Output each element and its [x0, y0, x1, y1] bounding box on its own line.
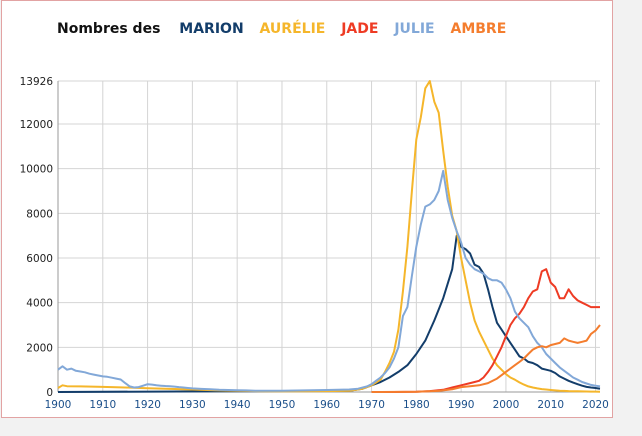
- x-tick-label: 1920: [134, 399, 161, 411]
- series-line-julie: [57, 169, 601, 392]
- chart-axes: [57, 81, 600, 393]
- x-tick-label: 1940: [224, 399, 251, 411]
- x-tick-label: 1990: [448, 399, 475, 411]
- tick-labels: 0 2000 4000 6000 8000 10000 12000 13926 1900 1910…: [20, 76, 609, 411]
- y-tick-label: 6000: [26, 253, 53, 265]
- y-tick-label: 0: [46, 387, 53, 399]
- x-tick-label: 1900: [45, 399, 72, 411]
- y-tick-label: 2000: [26, 342, 53, 354]
- legend-item-jade[interactable]: JADE: [341, 21, 379, 37]
- series-line-aurelie: [57, 80, 601, 393]
- series-line-jade: [371, 268, 600, 393]
- legend-title: Nombres des: [57, 21, 161, 37]
- x-tick-label: 1980: [403, 399, 430, 411]
- y-tick-label: 8000: [26, 208, 53, 220]
- y-tick-label: 10000: [20, 164, 53, 176]
- legend-item-ambre[interactable]: AMBRE: [450, 21, 507, 37]
- x-tick-label: 2010: [537, 399, 564, 411]
- y-tick-label: 13926: [20, 76, 54, 88]
- chart-legend: Nombres des MARION AURÉLIE JADE JULIE AM…: [57, 21, 517, 37]
- series-line-marion: [57, 234, 601, 393]
- x-tick-label: 1950: [269, 399, 296, 411]
- x-tick-label: 2020: [582, 399, 609, 411]
- legend-item-aurelie[interactable]: AURÉLIE: [259, 21, 326, 37]
- y-tick-label: 12000: [20, 119, 53, 131]
- x-tick-label: 1930: [179, 399, 206, 411]
- x-tick-label: 2000: [493, 399, 520, 411]
- series-line-ambre: [371, 324, 601, 393]
- chart-series: [57, 80, 601, 393]
- legend-item-julie[interactable]: JULIE: [394, 21, 435, 37]
- x-tick-label: 1960: [313, 399, 340, 411]
- chart-grid: [58, 80, 600, 392]
- legend-item-marion[interactable]: MARION: [179, 21, 244, 37]
- y-tick-label: 4000: [26, 298, 53, 310]
- x-tick-label: 1910: [89, 399, 116, 411]
- x-tick-label: 1970: [358, 399, 385, 411]
